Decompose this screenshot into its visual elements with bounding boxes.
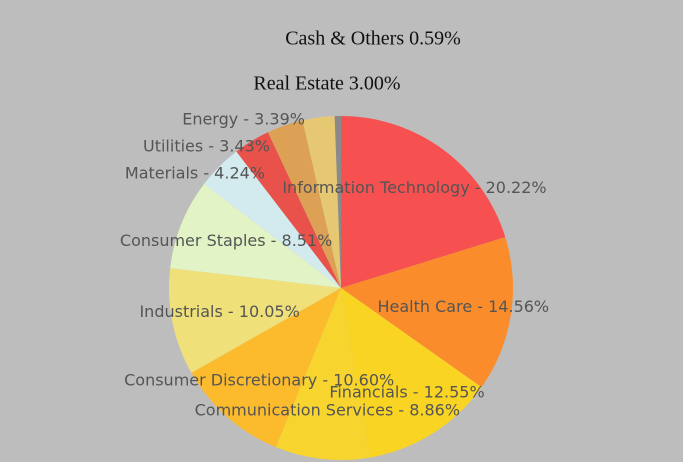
pie-slice xyxy=(334,116,341,288)
slice-label: Materials - 4.24% xyxy=(125,164,265,183)
slice-label: Energy - 3.39% xyxy=(182,110,305,129)
slice-label: Consumer Discretionary - 10.60% xyxy=(124,370,394,389)
pie-slice xyxy=(236,132,341,288)
pie-slice xyxy=(267,120,341,288)
slice-label: Consumer Staples - 8.51% xyxy=(120,231,332,250)
slice-label: Health Care - 14.56% xyxy=(378,297,550,316)
pie-slice xyxy=(302,116,341,289)
outer-label: Cash & Others 0.59% xyxy=(285,28,461,50)
pie-slice xyxy=(168,268,341,373)
outer-label: Real Estate 3.00% xyxy=(253,73,400,95)
pie-slice xyxy=(170,183,341,288)
slice-label: Communication Services - 8.86% xyxy=(195,401,460,420)
pie-slice xyxy=(191,288,341,448)
pie-slice xyxy=(341,237,513,388)
pie-slice xyxy=(204,151,341,288)
pie-slice xyxy=(341,116,506,288)
slice-label: Utilities - 3.43% xyxy=(143,137,270,156)
pie-slice xyxy=(275,288,370,460)
pie-slice xyxy=(341,288,482,458)
slice-label: Information Technology - 20.22% xyxy=(282,178,546,197)
slice-label: Industrials - 10.05% xyxy=(139,302,299,321)
slice-label: Financials - 12.55% xyxy=(329,382,484,401)
